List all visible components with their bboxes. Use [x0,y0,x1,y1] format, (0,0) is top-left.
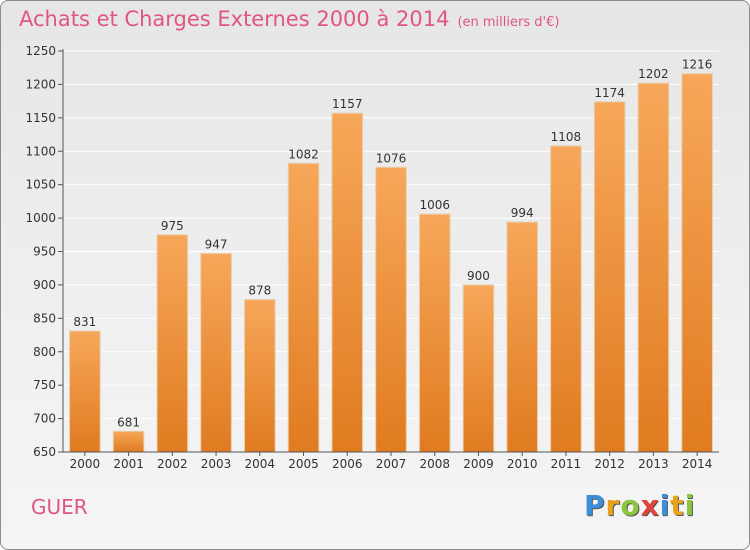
y-tick-label: 750 [33,378,56,392]
bar-value-label: 1076 [376,151,407,165]
logo-letter: i [684,489,696,522]
logo-letter: x [640,489,660,522]
y-tick-label: 1200 [25,77,56,91]
logo-letter: i [659,489,671,522]
bar-value-label: 1082 [288,147,319,161]
proxiti-logo: Proxiti [584,489,695,522]
y-tick-label: 1250 [25,44,56,58]
y-tick-label: 1000 [25,211,56,225]
x-tick-label: 2002 [157,457,188,471]
bar-value-label: 1006 [419,198,450,212]
bar-2002 [156,234,189,453]
bar-2010 [506,221,539,453]
y-tick-label: 1150 [25,111,56,125]
bar-value-label: 994 [511,206,534,220]
bar-value-label: 1202 [638,67,669,81]
x-tick-label: 2009 [463,457,494,471]
bar-value-label: 878 [248,284,271,298]
y-tick-label: 850 [33,311,56,325]
x-tick-label: 2006 [332,457,363,471]
bar-2011 [550,145,582,453]
y-tick-label: 1050 [25,178,56,192]
axes: 650 700 750 800 850 900 950 1000 1050 1100 1150 120… [25,44,719,471]
x-tick-label: 2012 [594,457,625,471]
chart-title-text: Achats et Charges Externes 2000 à 2014 [19,7,450,31]
bar-2006 [331,112,364,453]
x-tick-label: 2008 [419,457,450,471]
bar-2004 [243,299,276,453]
y-tick-label: 1100 [25,144,56,158]
bar-value-label: 947 [205,238,228,252]
bar-value-label: 975 [161,219,184,233]
logo-letter: P [584,489,606,522]
bar-2014 [681,73,713,453]
bar-2012 [593,101,626,453]
y-tick-label: 950 [33,245,56,259]
x-tick-label: 2010 [507,457,538,471]
x-tick-label: 2007 [376,457,407,471]
bar-value-label: 1157 [332,97,363,111]
x-tick-label: 2001 [113,457,144,471]
bar-2008 [418,213,451,453]
bar-2005 [287,162,320,453]
commune-name: GUER [31,495,88,519]
bar-2007 [375,166,407,453]
bar-value-label: 681 [117,415,140,429]
chart-title: Achats et Charges Externes 2000 à 2014 (e… [19,7,559,31]
bar-2001 [112,430,145,453]
x-tick-label: 2000 [70,457,101,471]
chart-subtitle: (en milliers d'€) [457,15,560,30]
y-tick-label: 900 [33,278,56,292]
y-tick-label: 800 [33,345,56,359]
x-tick-label: 2005 [288,457,319,471]
bar-2003 [200,253,232,453]
bar-value-label: 900 [467,269,490,283]
logo-letter: o [620,489,641,522]
bar-value-label: 831 [73,315,96,329]
bar-2009 [462,284,495,453]
x-tick-label: 2014 [682,457,713,471]
bar-2000 [69,330,101,453]
x-tick-label: 2004 [245,457,276,471]
bar-value-label: 1216 [682,58,713,72]
x-tick-label: 2003 [201,457,232,471]
logo-letter: r [605,489,621,522]
bar-value-label: 1108 [551,130,582,144]
x-tick-label: 2011 [551,457,582,471]
logo-letter: t [670,489,685,522]
bar-2013 [637,82,670,453]
y-tick-label: 650 [33,445,56,459]
bar-value-label: 1174 [594,86,625,100]
x-tick-label: 2013 [638,457,669,471]
y-tick-label: 700 [33,412,56,426]
bars: 831 681 975 947 878 1082 1157 1076 1006 900 994 110… [69,58,713,453]
